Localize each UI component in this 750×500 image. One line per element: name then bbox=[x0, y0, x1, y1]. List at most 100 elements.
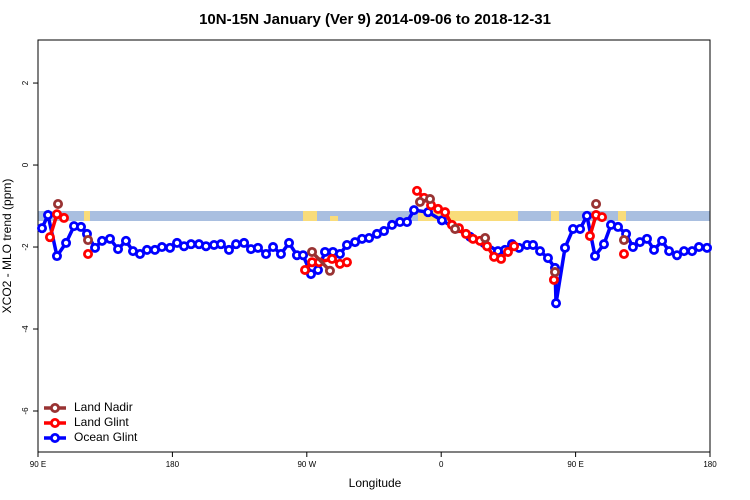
data-point bbox=[657, 235, 668, 246]
data-point bbox=[424, 194, 435, 205]
data-point bbox=[37, 223, 48, 234]
data-point bbox=[482, 241, 493, 252]
data-point bbox=[409, 205, 420, 216]
data-point bbox=[702, 242, 713, 253]
data-point bbox=[618, 235, 629, 246]
data-point bbox=[584, 230, 595, 241]
data-point bbox=[542, 253, 553, 264]
data-point bbox=[402, 217, 413, 228]
data-point bbox=[613, 221, 624, 232]
data-point bbox=[687, 246, 698, 257]
y-tick-label: 2 bbox=[21, 80, 30, 85]
data-point bbox=[341, 239, 352, 250]
data-point bbox=[627, 242, 638, 253]
data-point bbox=[83, 248, 94, 259]
data-point bbox=[120, 235, 131, 246]
data-point bbox=[223, 244, 234, 255]
x-axis-label: Longitude bbox=[349, 476, 402, 490]
data-point bbox=[597, 212, 608, 223]
data-point bbox=[186, 239, 197, 250]
data-point bbox=[239, 237, 250, 248]
data-point bbox=[43, 210, 54, 221]
data-point bbox=[440, 207, 451, 218]
data-point bbox=[693, 242, 704, 253]
data-point bbox=[312, 264, 323, 275]
data-point bbox=[165, 242, 176, 253]
data-point bbox=[412, 185, 423, 196]
data-point bbox=[551, 298, 562, 309]
data-point bbox=[307, 246, 318, 257]
data-point bbox=[591, 198, 602, 209]
data-point bbox=[575, 223, 586, 234]
y-tick-label: -6 bbox=[21, 407, 30, 415]
data-point bbox=[581, 210, 592, 221]
y-tick-label: -2 bbox=[21, 243, 30, 251]
legend-marker bbox=[50, 432, 61, 443]
data-point bbox=[104, 233, 115, 244]
x-tick-label: 90 E bbox=[567, 460, 583, 469]
land-patches bbox=[84, 211, 626, 221]
plot-frame bbox=[37, 39, 711, 453]
data-point bbox=[334, 248, 345, 259]
legend-marker bbox=[50, 417, 61, 428]
data-point bbox=[502, 246, 513, 257]
data-point bbox=[324, 265, 335, 276]
data-point bbox=[156, 242, 167, 253]
data-point bbox=[113, 244, 124, 255]
y-tick-label: -4 bbox=[21, 325, 30, 333]
data-point bbox=[480, 233, 491, 244]
data-point bbox=[598, 239, 609, 250]
data-point bbox=[90, 242, 101, 253]
y-tick-label: 0 bbox=[21, 162, 30, 167]
data-point bbox=[275, 248, 286, 259]
data-point bbox=[528, 239, 539, 250]
data-point bbox=[436, 215, 447, 226]
data-point bbox=[590, 251, 601, 262]
data-point bbox=[496, 253, 507, 264]
legend-label: Land Nadir bbox=[74, 400, 133, 414]
data-point bbox=[215, 239, 226, 250]
legend-label: Land Glint bbox=[74, 415, 129, 429]
data-point bbox=[509, 241, 520, 252]
data-point bbox=[97, 235, 108, 246]
data-point bbox=[142, 244, 153, 255]
data-point bbox=[61, 237, 72, 248]
data-point bbox=[664, 246, 675, 257]
data-point bbox=[83, 235, 94, 246]
legend-marker bbox=[50, 402, 61, 413]
x-tick-label: 90 E bbox=[30, 460, 46, 469]
data-point bbox=[450, 223, 461, 234]
data-point bbox=[252, 242, 263, 253]
data-point bbox=[53, 198, 64, 209]
data-point bbox=[548, 274, 559, 285]
data-point bbox=[641, 233, 652, 244]
data-point bbox=[231, 239, 242, 250]
ocean-band bbox=[38, 211, 710, 221]
x-tick-label: 90 W bbox=[297, 460, 316, 469]
data-point bbox=[268, 242, 279, 253]
data-point bbox=[134, 248, 145, 259]
x-tick-label: 180 bbox=[166, 460, 180, 469]
data-point bbox=[679, 246, 690, 257]
data-point bbox=[300, 264, 311, 275]
data-point bbox=[320, 246, 331, 257]
y-axis-label: XCO2 - MLO trend (ppm) bbox=[0, 179, 14, 314]
data-point bbox=[364, 233, 375, 244]
data-point bbox=[618, 248, 629, 259]
data-point bbox=[327, 253, 338, 264]
data-point bbox=[387, 219, 398, 230]
data-point bbox=[76, 221, 87, 232]
data-point bbox=[414, 196, 425, 207]
data-point bbox=[379, 226, 390, 237]
data-point bbox=[649, 244, 660, 255]
x-tick-label: 180 bbox=[703, 460, 717, 469]
data-point bbox=[559, 242, 570, 253]
data-point bbox=[51, 251, 62, 262]
legend-label: Ocean Glint bbox=[74, 430, 138, 444]
data-point bbox=[298, 250, 309, 261]
data-point bbox=[284, 237, 295, 248]
data-point bbox=[58, 212, 69, 223]
data-point bbox=[460, 228, 471, 239]
